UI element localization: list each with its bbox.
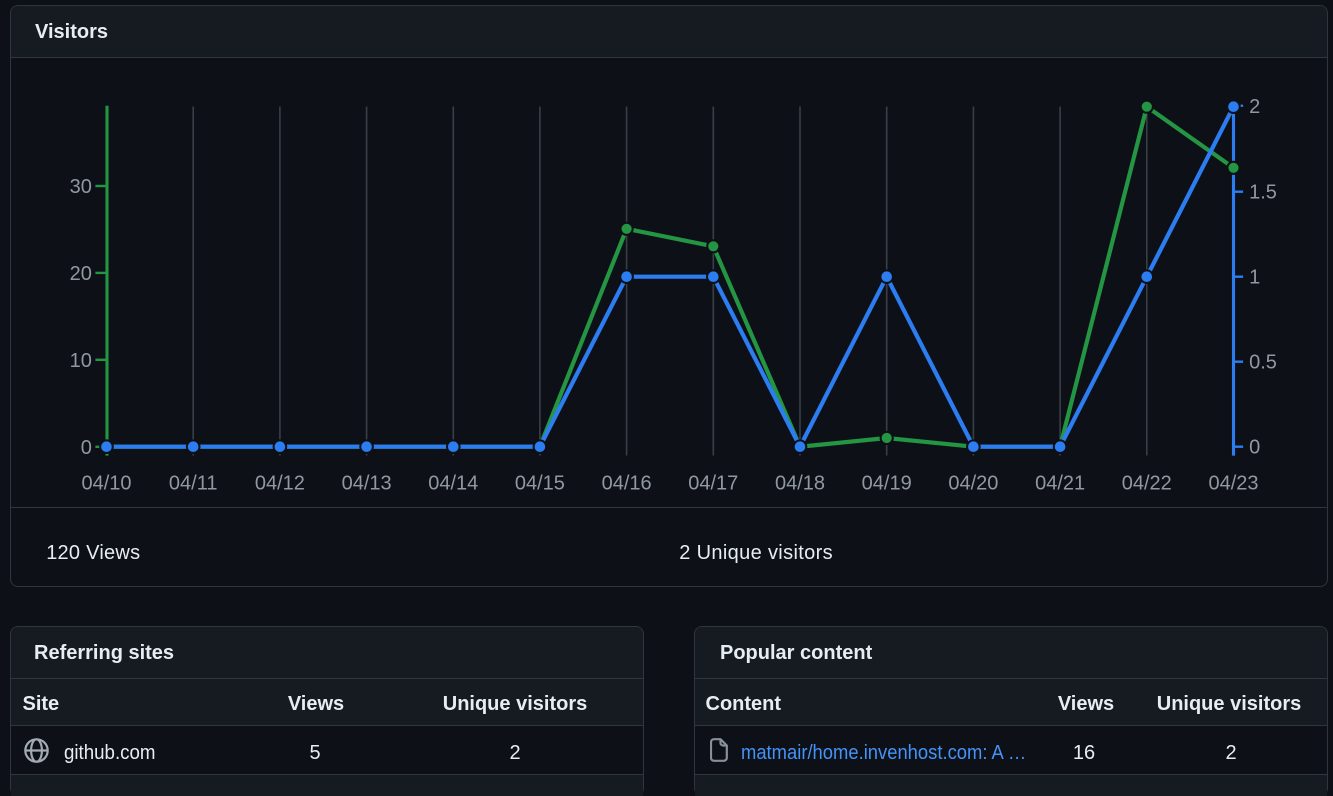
svg-text:04/22: 04/22	[1122, 473, 1172, 495]
svg-text:04/18: 04/18	[775, 473, 825, 495]
svg-text:04/13: 04/13	[342, 473, 392, 495]
svg-text:04/15: 04/15	[515, 473, 565, 495]
svg-text:04/14: 04/14	[428, 473, 478, 495]
svg-text:0: 0	[81, 437, 92, 459]
svg-text:04/16: 04/16	[602, 473, 652, 495]
svg-text:04/21: 04/21	[1035, 473, 1085, 495]
svg-text:30: 30	[70, 176, 92, 198]
svg-text:04/10: 04/10	[81, 473, 131, 495]
svg-text:1: 1	[1249, 267, 1260, 289]
svg-text:04/19: 04/19	[862, 473, 912, 495]
svg-text:04/20: 04/20	[948, 473, 998, 495]
svg-text:2: 2	[1249, 96, 1260, 118]
svg-text:04/17: 04/17	[688, 473, 738, 495]
svg-text:04/11: 04/11	[169, 473, 218, 495]
svg-text:20: 20	[70, 263, 92, 285]
svg-text:1.5: 1.5	[1249, 182, 1277, 204]
svg-text:0.5: 0.5	[1249, 352, 1277, 374]
svg-text:04/12: 04/12	[255, 473, 305, 495]
svg-text:04/23: 04/23	[1208, 473, 1258, 495]
svg-text:10: 10	[70, 350, 92, 372]
svg-text:0: 0	[1249, 437, 1260, 459]
